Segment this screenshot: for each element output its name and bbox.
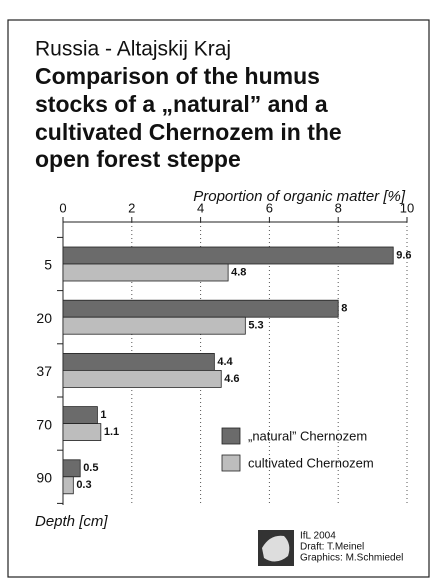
data-label: 1 bbox=[100, 409, 106, 421]
bar bbox=[62, 406, 98, 425]
x-tick-label: 0 bbox=[59, 200, 66, 215]
logo bbox=[258, 530, 294, 566]
frame bbox=[7, 19, 430, 578]
chart-title: open forest steppe bbox=[35, 146, 241, 172]
y-tick-label: 90 bbox=[36, 470, 52, 486]
legend-swatch bbox=[221, 427, 241, 445]
y-tick-label: 70 bbox=[36, 416, 52, 432]
x-tick-label: 2 bbox=[128, 200, 135, 215]
y-tick-label: 20 bbox=[36, 310, 52, 326]
data-label: 0.5 bbox=[83, 462, 98, 474]
data-label: 8 bbox=[341, 303, 347, 315]
x-tick-label: 6 bbox=[266, 200, 273, 215]
credit: Graphics: M.Schmiedel bbox=[300, 553, 403, 564]
chart-title: cultivated Chernozem in the bbox=[35, 119, 342, 145]
y-tick-label: 5 bbox=[44, 257, 52, 273]
credit: IfL 2004 bbox=[300, 531, 336, 542]
legend-label: cultivated Chernozem bbox=[248, 455, 374, 470]
chart-title: stocks of a „natural” and a bbox=[35, 91, 328, 117]
data-label: 9.6 bbox=[396, 249, 411, 261]
bar bbox=[62, 316, 246, 335]
bar bbox=[62, 299, 339, 318]
data-label: 4.4 bbox=[217, 356, 233, 368]
bar bbox=[62, 263, 229, 282]
bar bbox=[62, 476, 74, 495]
credit: Draft: T.Meinel bbox=[300, 542, 364, 553]
x-axis-title: Proportion of organic matter [%] bbox=[193, 188, 406, 205]
bar bbox=[62, 459, 81, 478]
logo-globe bbox=[262, 535, 290, 562]
bar bbox=[62, 423, 102, 442]
data-label: 4.6 bbox=[224, 373, 239, 385]
y-axis-title: Depth [cm] bbox=[35, 513, 108, 530]
data-label: 5.3 bbox=[248, 320, 263, 332]
data-label: 0.3 bbox=[76, 479, 91, 491]
chart-subtitle: Russia - Altajskij Kraj bbox=[35, 38, 231, 61]
legend-label: „natural” Chernozem bbox=[248, 428, 367, 443]
chart-title: Comparison of the humus bbox=[35, 63, 320, 89]
x-tick-label: 4 bbox=[197, 200, 204, 215]
data-label: 1.1 bbox=[104, 426, 119, 438]
y-tick-label: 37 bbox=[36, 363, 52, 379]
x-tick-label: 10 bbox=[400, 200, 414, 215]
legend-swatch bbox=[221, 454, 241, 472]
bar bbox=[62, 369, 222, 388]
bar bbox=[62, 246, 394, 265]
bar bbox=[62, 352, 215, 371]
x-tick-label: 8 bbox=[335, 200, 342, 215]
data-label: 4.8 bbox=[231, 266, 246, 278]
